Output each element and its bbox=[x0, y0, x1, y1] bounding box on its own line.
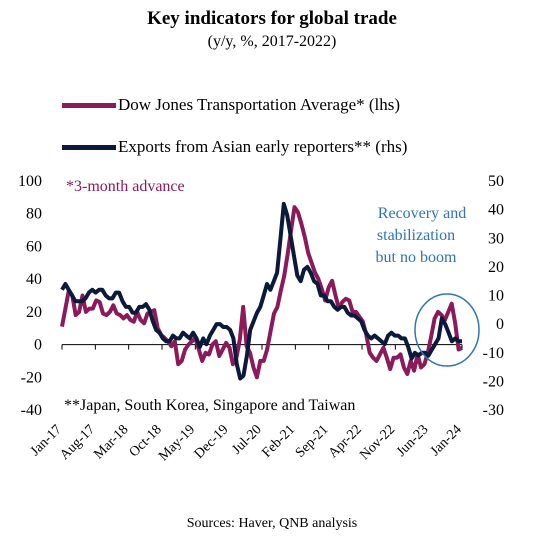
left-tick-label: 80 bbox=[26, 206, 42, 223]
x-tick-label: Jun-23 bbox=[394, 422, 432, 460]
chart-subtitle: (y/y, %, 2017-2022) bbox=[207, 33, 337, 50]
left-axis: 100 80 60 40 20 0 -20 -40 bbox=[18, 173, 42, 419]
callout-line-2: stabilization bbox=[377, 227, 455, 244]
x-tick-label: Dec-19 bbox=[192, 422, 232, 462]
x-tick-label: Nov-22 bbox=[357, 422, 398, 463]
right-tick-label: -20 bbox=[483, 373, 504, 390]
x-tick-label: Mar-18 bbox=[91, 422, 131, 462]
callout-line-3: but no boom bbox=[376, 249, 457, 266]
series-line-djta bbox=[60, 205, 463, 380]
series-line-exports bbox=[60, 201, 462, 381]
left-tick-label: 60 bbox=[26, 238, 42, 255]
legend-swatch-djta bbox=[62, 102, 116, 108]
source-note: Sources: Haver, QNB analysis bbox=[186, 516, 358, 531]
legend-label-djta: Dow Jones Transportation Average* (lhs) bbox=[118, 95, 401, 114]
right-axis: 50 40 30 20 10 0 -10 -20 -30 bbox=[483, 173, 504, 419]
x-tick-label: Feb-21 bbox=[260, 422, 299, 461]
right-tick-label: -10 bbox=[483, 345, 504, 362]
x-tick-label: May-19 bbox=[156, 422, 198, 464]
right-tick-label: 40 bbox=[488, 202, 504, 219]
left-tick-label: 40 bbox=[26, 271, 42, 288]
x-tick-label: Jan-24 bbox=[428, 422, 465, 459]
left-tick-label: 0 bbox=[34, 337, 42, 354]
left-tick-label: 100 bbox=[18, 173, 42, 190]
legend-label-exports: Exports from Asian early reporters** (rh… bbox=[118, 137, 408, 156]
right-tick-label: 0 bbox=[496, 316, 504, 333]
callout-line-1: Recovery and bbox=[378, 205, 466, 222]
annotation-3month: *3-month advance bbox=[66, 178, 185, 195]
left-tick-label: -40 bbox=[21, 402, 42, 419]
right-tick-label: 50 bbox=[488, 173, 504, 190]
annotation-countries: **Japan, South Korea, Singapore and Taiw… bbox=[64, 397, 355, 414]
legend: Dow Jones Transportation Average* (lhs) … bbox=[62, 92, 407, 176]
right-tick-label: -30 bbox=[483, 402, 504, 419]
legend-item-exports: Exports from Asian early reporters** (rh… bbox=[62, 134, 407, 160]
left-tick-label: 20 bbox=[26, 304, 42, 321]
right-tick-label: 20 bbox=[488, 259, 504, 276]
right-tick-label: 30 bbox=[488, 230, 504, 247]
left-tick-label: -20 bbox=[21, 369, 42, 386]
x-tick-label: Sep-21 bbox=[293, 422, 332, 461]
legend-item-djta: Dow Jones Transportation Average* (lhs) bbox=[62, 92, 407, 118]
right-tick-label: 10 bbox=[488, 288, 504, 305]
legend-swatch-exports bbox=[62, 144, 116, 150]
x-tick-label: Jul-20 bbox=[229, 422, 264, 457]
callout-ellipse bbox=[414, 293, 480, 367]
x-tick-label: Aug-17 bbox=[57, 422, 98, 463]
chart-title: Key indicators for global trade bbox=[147, 8, 397, 29]
